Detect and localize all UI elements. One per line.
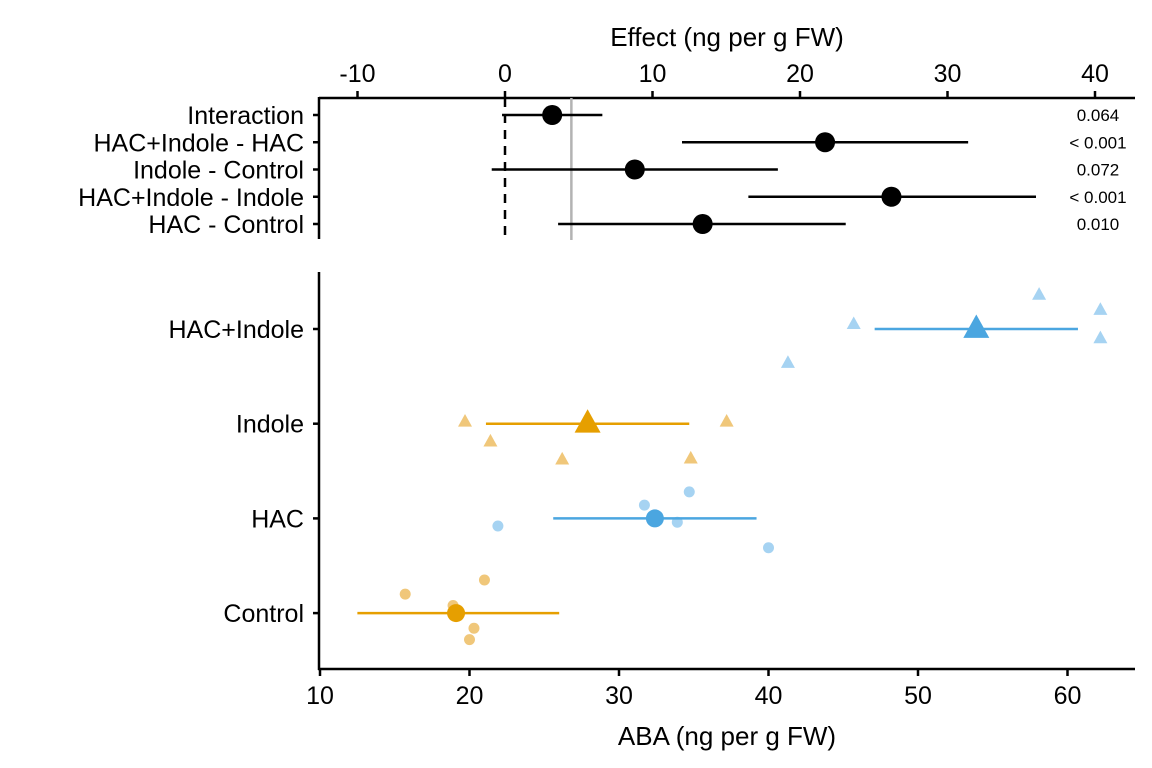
p-value-label: 0.064: [1077, 106, 1120, 125]
effect-tick-label: 40: [1081, 60, 1109, 88]
raw-data-point: [780, 355, 795, 368]
effect-axis-ticks: -10 0 10 20 30 40: [339, 60, 1109, 98]
group-mean-marker: [645, 509, 664, 528]
raw-data-point: [683, 486, 695, 498]
effect-tick-label: 0: [498, 60, 512, 88]
raw-data-point: [555, 451, 570, 465]
raw-data-point: [719, 413, 734, 427]
raw-data-point: [846, 316, 861, 330]
raw-data-point: [492, 520, 504, 532]
contrast-row: HAC+Indole - Indole < 0.001: [78, 184, 1126, 212]
raw-data-point: [1093, 330, 1108, 344]
group-mean-marker: [447, 604, 466, 623]
aba-axis-ticks: 10 20 30 40 50 60: [306, 669, 1081, 710]
treatment-label: Indole: [236, 411, 304, 439]
p-value-label: 0.010: [1077, 215, 1120, 234]
effect-tick-label: 20: [786, 60, 814, 88]
aba-tick-label: 30: [605, 682, 633, 710]
raw-data-point: [483, 433, 498, 447]
treatment-groups: HAC+Indole Indole HAC Control: [169, 287, 1108, 646]
effect-tick-label: 10: [639, 60, 667, 88]
treatment-label: HAC+Indole: [169, 316, 305, 344]
treatment-group: Indole: [236, 409, 734, 465]
effect-forest-panel: Effect (ng per g FW) -10 0 10 20 30 40 Intera…: [78, 22, 1135, 240]
p-value-label: < 0.001: [1069, 133, 1126, 152]
effect-axis-title: Effect (ng per g FW): [610, 22, 844, 52]
raw-data-point: [468, 622, 480, 634]
aba-tick-label: 40: [755, 682, 783, 710]
raw-data-point: [638, 499, 650, 511]
contrast-label: HAC+Indole - Indole: [78, 184, 304, 212]
raw-data-point: [399, 588, 411, 600]
effect-tick-label: 30: [934, 60, 962, 88]
contrast-label: HAC - Control: [148, 211, 304, 239]
effect-estimate-point: [692, 214, 713, 234]
effect-estimate-point: [624, 159, 645, 180]
contrast-row: Interaction 0.064: [187, 102, 1119, 130]
group-mean-marker: [574, 409, 601, 433]
raw-data-point: [458, 413, 473, 427]
effect-tick-label: -10: [339, 60, 375, 88]
contrast-label: Indole - Control: [133, 157, 304, 185]
aba-dotplot-panel: 10 20 30 40 50 60 HAC+IndoleIndoleHACControl …: [169, 272, 1135, 751]
raw-data-point: [1093, 302, 1108, 315]
contrast-row: Indole - Control 0.072: [133, 157, 1119, 185]
aba-tick-label: 60: [1054, 682, 1082, 710]
raw-data-point: [763, 542, 774, 554]
treatment-label: HAC: [251, 505, 304, 533]
aba-axis-title: ABA (ng per g FW): [618, 721, 836, 751]
contrast-rows: Interaction 0.064 HAC+Indole - HAC < 0.001 I…: [78, 102, 1126, 239]
group-mean-marker: [963, 314, 990, 338]
treatment-group: Control: [223, 574, 560, 646]
p-value-label: < 0.001: [1069, 188, 1126, 207]
contrast-row: HAC+Indole - HAC < 0.001: [94, 129, 1127, 157]
aba-tick-label: 10: [306, 682, 334, 710]
raw-data-point: [683, 450, 698, 464]
raw-data-point: [478, 574, 490, 586]
contrast-label: Interaction: [187, 102, 304, 130]
raw-data-point: [464, 634, 475, 646]
effect-estimate-point: [542, 105, 563, 125]
raw-data-point: [1032, 287, 1047, 300]
aba-tick-label: 50: [904, 682, 932, 710]
treatment-label: Control: [223, 600, 304, 628]
contrast-label: HAC+Indole - HAC: [94, 129, 305, 157]
treatment-group: HAC+Indole: [169, 287, 1108, 368]
effect-estimate-point: [815, 132, 836, 153]
aba-tick-label: 20: [456, 682, 484, 710]
treatment-group: HAC: [251, 486, 774, 554]
p-value-label: 0.072: [1077, 161, 1120, 180]
effect-estimate-point: [881, 186, 902, 207]
contrast-row: HAC - Control 0.010: [148, 211, 1119, 239]
